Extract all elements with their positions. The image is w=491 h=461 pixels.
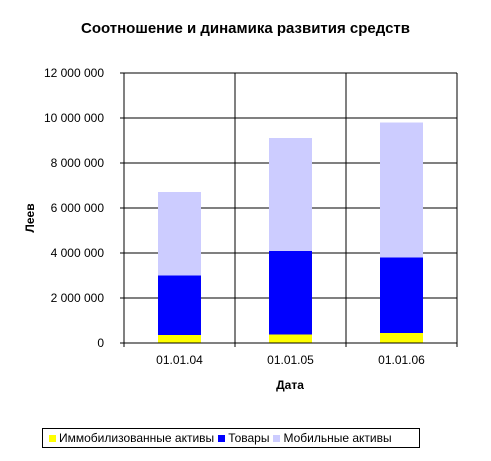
y-tick-label: 0 <box>97 336 104 350</box>
y-tick-label: 12 000 000 <box>44 66 104 80</box>
y-tick-label: 8 000 000 <box>51 156 105 170</box>
bar-segment-2-3 <box>380 257 423 333</box>
bar-segment-2-1 <box>158 275 201 336</box>
x-tick-label: 01.01.05 <box>267 353 314 367</box>
x-axis-title: Дата <box>276 378 304 392</box>
legend-label: Товары <box>228 431 270 445</box>
legend-item: Иммобилизованные активы <box>49 431 214 445</box>
bars <box>158 122 423 343</box>
legend-swatch <box>49 434 56 442</box>
bar-segment-3-3 <box>380 122 423 258</box>
y-tick-labels: 0 2 000 000 4 000 000 6 000 000 8 000 000 10 … <box>44 66 104 350</box>
legend-item: Мобильные активы <box>273 431 392 445</box>
bar-segment-2-2 <box>269 250 312 335</box>
bar-segment-1-1 <box>158 335 201 343</box>
bar-segment-1-3 <box>380 332 423 343</box>
axes <box>120 72 458 347</box>
x-tick-labels: 01.01.04 01.01.05 01.01.06 <box>156 353 425 367</box>
y-tick-label: 4 000 000 <box>51 246 105 260</box>
legend-item: Товары <box>218 431 269 445</box>
bar-segment-3-2 <box>269 137 312 251</box>
legend-swatch <box>218 434 226 442</box>
y-tick-label: 10 000 000 <box>44 111 104 125</box>
x-tick-label: 01.01.04 <box>156 353 203 367</box>
y-tick-label: 2 000 000 <box>51 291 105 305</box>
y-tick-label: 6 000 000 <box>51 201 105 215</box>
bar-segment-3-1 <box>158 191 201 276</box>
bar-segment-1-2 <box>269 334 312 343</box>
legend-label: Иммобилизованные активы <box>59 431 215 445</box>
x-tick-label: 01.01.06 <box>378 353 425 367</box>
legend: Иммобилизованные активы Товары Мобильные а… <box>42 428 420 448</box>
y-axis-title: Леев <box>23 203 37 232</box>
legend-label: Мобильные активы <box>283 431 392 445</box>
chart-title: Соотношение и динамика развития средств <box>80 20 410 37</box>
legend-swatch <box>273 434 281 442</box>
